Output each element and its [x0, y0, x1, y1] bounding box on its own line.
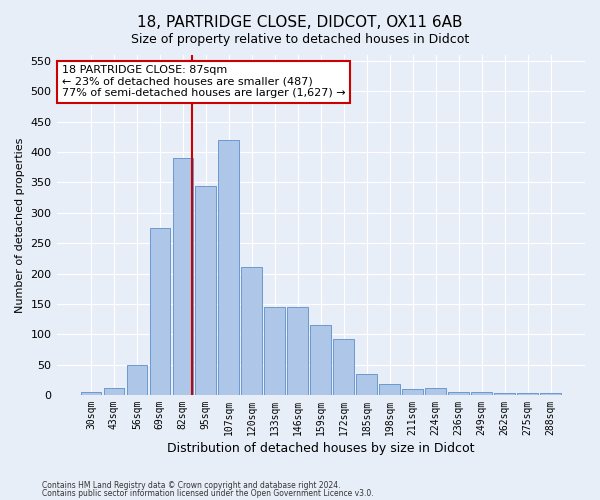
Text: 18 PARTRIDGE CLOSE: 87sqm
← 23% of detached houses are smaller (487)
77% of semi: 18 PARTRIDGE CLOSE: 87sqm ← 23% of detac… [62, 65, 346, 98]
Bar [218, 140, 239, 395]
Bar [425, 388, 446, 395]
Bar [80, 392, 101, 395]
Bar [265, 307, 285, 395]
Bar [494, 392, 515, 395]
Bar [241, 268, 262, 395]
Y-axis label: Number of detached properties: Number of detached properties [15, 138, 25, 312]
Bar [287, 307, 308, 395]
Bar [448, 392, 469, 395]
Bar [310, 324, 331, 395]
Bar [149, 228, 170, 395]
Text: 18, PARTRIDGE CLOSE, DIDCOT, OX11 6AB: 18, PARTRIDGE CLOSE, DIDCOT, OX11 6AB [137, 15, 463, 30]
Bar [540, 392, 561, 395]
Text: Contains public sector information licensed under the Open Government Licence v3: Contains public sector information licen… [42, 489, 374, 498]
Bar [517, 393, 538, 395]
Bar [196, 186, 216, 395]
Bar [472, 392, 492, 395]
Bar [127, 364, 147, 395]
Bar [334, 339, 354, 395]
Bar [379, 384, 400, 395]
Bar [173, 158, 193, 395]
Bar [356, 374, 377, 395]
Text: Contains HM Land Registry data © Crown copyright and database right 2024.: Contains HM Land Registry data © Crown c… [42, 480, 341, 490]
Bar [403, 389, 423, 395]
Text: Size of property relative to detached houses in Didcot: Size of property relative to detached ho… [131, 32, 469, 46]
Bar [104, 388, 124, 395]
X-axis label: Distribution of detached houses by size in Didcot: Distribution of detached houses by size … [167, 442, 475, 455]
